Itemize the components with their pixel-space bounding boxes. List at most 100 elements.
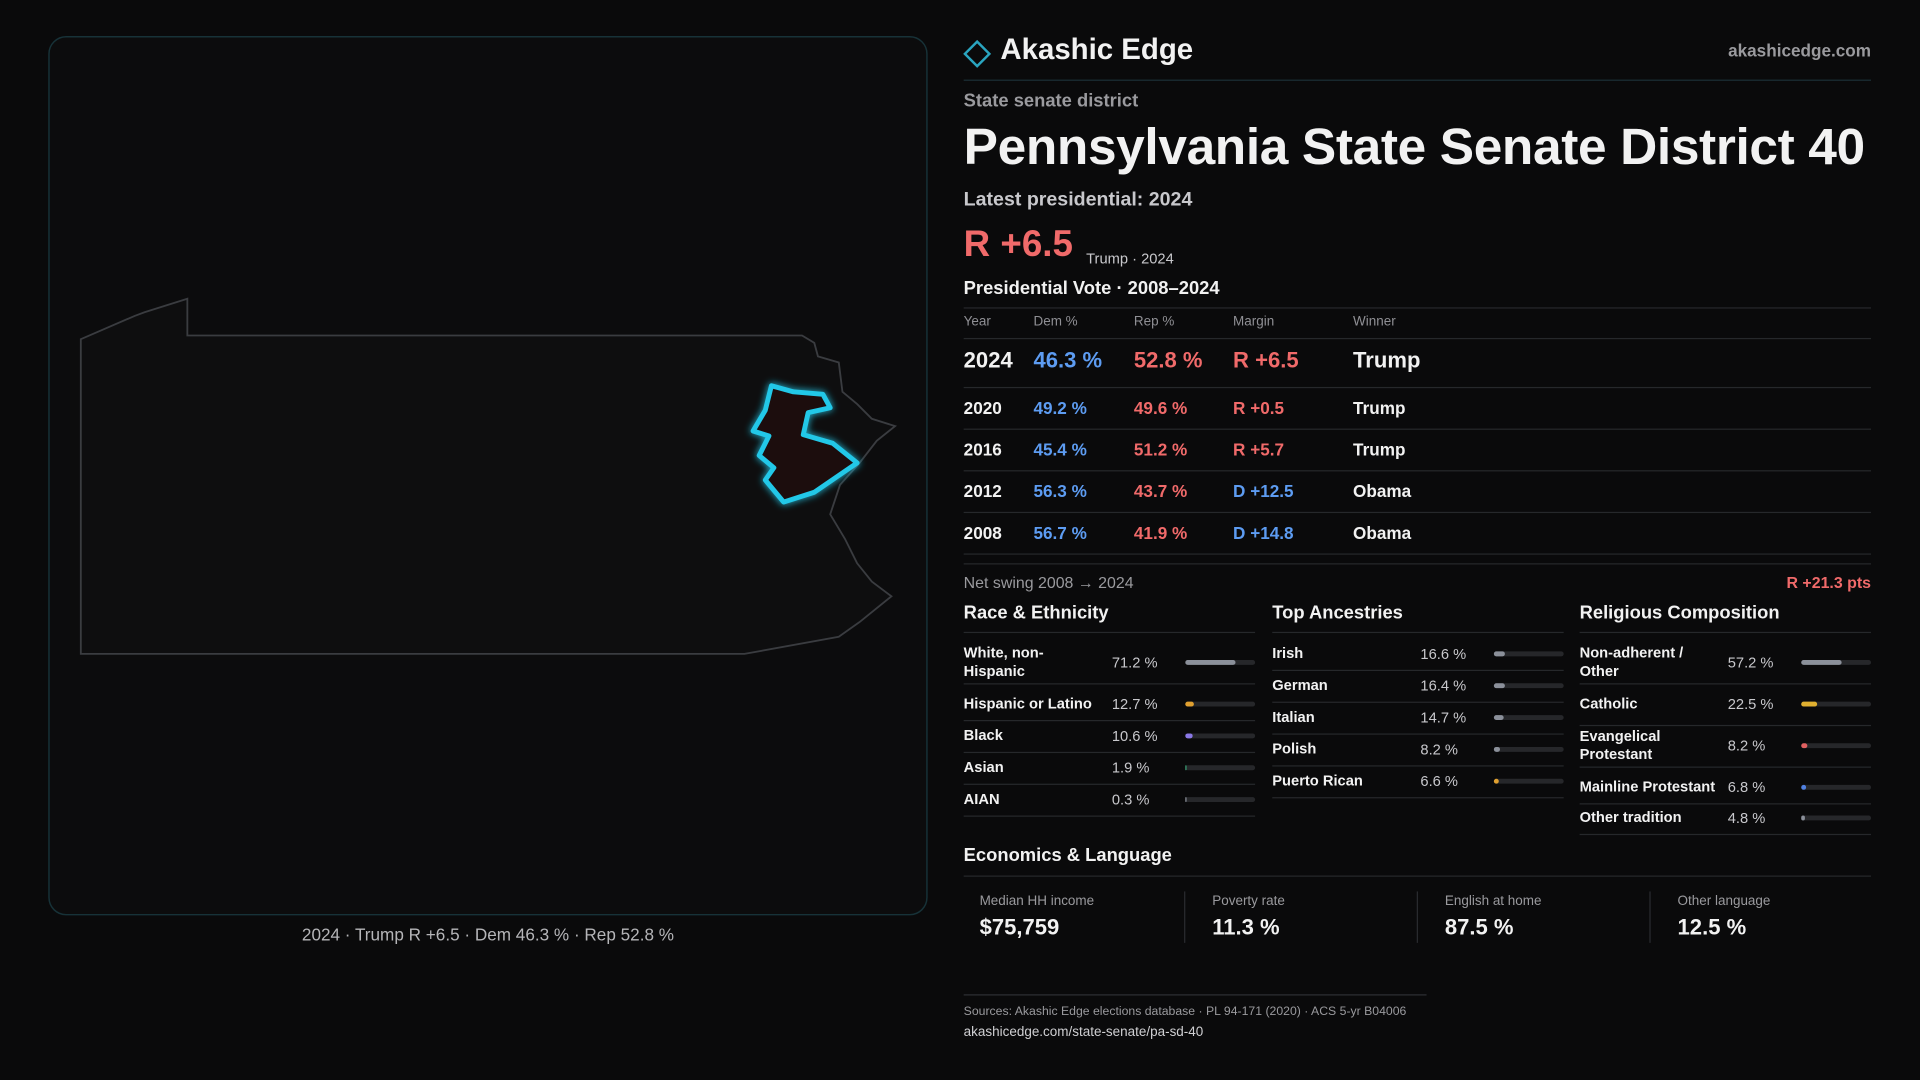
- card-divider: [1416, 891, 1418, 943]
- rule: [963, 683, 1256, 685]
- bar-track: [1185, 797, 1256, 803]
- table-cell: 2012: [963, 480, 1002, 501]
- table-title: Presidential Vote · 2008–2024: [963, 277, 1220, 299]
- rule: [1579, 802, 1872, 804]
- bar-track: [1493, 683, 1564, 689]
- rule: [963, 783, 1256, 785]
- bar: [1185, 765, 1187, 771]
- table-cell: Obama: [1353, 480, 1412, 501]
- card-value: 87.5 %: [1444, 914, 1514, 940]
- table-cell: D +12.5: [1233, 480, 1294, 501]
- item-label: Hispanic or Latino: [963, 694, 1092, 713]
- bar: [1493, 715, 1505, 720]
- column-header: Winner: [1353, 314, 1396, 330]
- rule: [1272, 669, 1564, 672]
- bar: [1185, 660, 1235, 665]
- item-label: White, non-Hispanic: [963, 644, 1044, 680]
- bar: [1801, 660, 1842, 665]
- rule: [1272, 701, 1564, 703]
- item-label: Polish: [1272, 740, 1317, 758]
- rule: [963, 553, 1872, 555]
- table-cell: 51.2 %: [1133, 439, 1188, 459]
- map-caption: 2024 · Trump R +6.5 · Dem 46.3 % · Rep 5…: [301, 924, 675, 945]
- table-cell: R +0.5: [1233, 397, 1285, 418]
- column-header: Dem %: [1033, 314, 1078, 330]
- item-label: Other tradition: [1579, 808, 1682, 826]
- item-value: 1.9 %: [1111, 759, 1150, 777]
- bar-track: [1493, 651, 1564, 657]
- bar-track: [1801, 815, 1872, 821]
- bar: [1801, 815, 1805, 821]
- table-cell: 49.6 %: [1133, 397, 1188, 418]
- rule: [1272, 733, 1564, 735]
- rule: [963, 337, 1872, 340]
- bar-track: [1493, 778, 1564, 784]
- card-divider: [1649, 891, 1651, 943]
- swing-value: R +21.3 pts: [1786, 573, 1872, 592]
- rule: [963, 470, 1872, 472]
- section-title: Religious Composition: [1579, 602, 1780, 624]
- bar-track: [1493, 715, 1564, 720]
- rule: [963, 751, 1256, 754]
- bar-track: [1493, 746, 1564, 752]
- column-header: Margin: [1233, 314, 1275, 330]
- rule: [963, 511, 1872, 514]
- rule: [963, 307, 1872, 309]
- rule: [1272, 765, 1564, 767]
- bar: [1801, 784, 1806, 790]
- card-label: Poverty rate: [1212, 893, 1285, 909]
- table-cell: 56.3 %: [1033, 480, 1087, 501]
- bar-track: [1185, 765, 1256, 771]
- swing-label: Net swing 2008 → 2024: [963, 573, 1134, 592]
- card-value: 12.5 %: [1677, 914, 1747, 940]
- item-label: German: [1272, 676, 1328, 694]
- item-value: 16.6 %: [1420, 645, 1467, 663]
- card-value: $75,759: [979, 914, 1060, 940]
- bar-track: [1185, 701, 1256, 707]
- table-cell: 2016: [963, 439, 1002, 459]
- item-label: Mainline Protestant: [1579, 778, 1716, 796]
- rule: [1579, 724, 1872, 727]
- item-label: Italian: [1272, 708, 1315, 726]
- item-value: 71.2 %: [1111, 653, 1158, 672]
- kicker: State senate district: [963, 90, 1139, 112]
- source-url[interactable]: akashicedge.com/state-senate/pa-sd-40: [963, 1024, 1204, 1040]
- econ-title: Economics & Language: [963, 844, 1172, 866]
- table-cell: R +6.5: [1233, 347, 1299, 373]
- brand-site[interactable]: akashicedge.com: [1728, 40, 1872, 60]
- margin-note: Trump · 2024: [1086, 249, 1174, 267]
- item-value: 12.7 %: [1111, 695, 1158, 713]
- item-value: 14.7 %: [1420, 708, 1467, 727]
- item-label: Evangelical Protestant: [1579, 727, 1661, 763]
- bar: [1185, 733, 1193, 739]
- district-outline: [750, 383, 860, 505]
- table-cell: 52.8 %: [1133, 347, 1203, 373]
- card-label: Median HH income: [979, 893, 1095, 909]
- bar-track: [1185, 660, 1256, 665]
- table-cell: 2020: [963, 397, 1002, 418]
- column-header: Year: [963, 314, 991, 330]
- table-cell: Trump: [1353, 347, 1421, 373]
- bar: [1493, 778, 1499, 784]
- rule: [1579, 766, 1872, 768]
- item-label: Puerto Rican: [1272, 772, 1363, 790]
- bar: [1493, 651, 1506, 657]
- bar: [1493, 683, 1506, 689]
- bar: [1493, 746, 1500, 752]
- item-value: 4.8 %: [1727, 809, 1766, 827]
- item-value: 16.4 %: [1420, 677, 1467, 695]
- section-title: Race & Ethnicity: [963, 602, 1109, 624]
- table-cell: 45.4 %: [1033, 439, 1087, 459]
- rule: [963, 875, 1872, 877]
- column-header: Rep %: [1133, 314, 1175, 330]
- table-cell: Trump: [1353, 439, 1406, 459]
- section-title: Top Ancestries: [1272, 602, 1403, 624]
- bar-track: [1801, 660, 1872, 665]
- brand-name: Akashic Edge: [1000, 33, 1194, 67]
- rule: [1579, 683, 1872, 685]
- table-cell: 41.9 %: [1133, 522, 1188, 542]
- rule: [1579, 631, 1872, 634]
